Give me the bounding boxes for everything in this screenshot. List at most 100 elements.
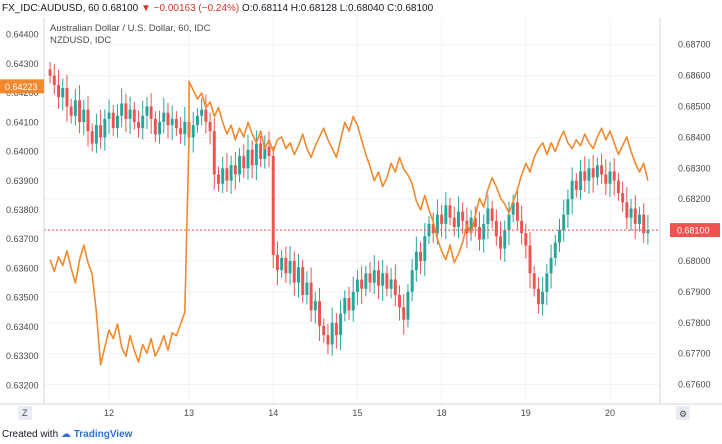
candle-body (629, 208, 633, 218)
candle-body (166, 112, 170, 126)
candle-body (208, 121, 212, 132)
candle-body (545, 273, 549, 292)
candle-body (107, 112, 111, 119)
candle-body (536, 288, 540, 305)
candle-body (204, 109, 208, 122)
left-price-axis[interactable]: 0.644000.643000.642000.641000.640000.639… (0, 18, 45, 404)
candle-body (69, 106, 73, 116)
candle-body (153, 118, 157, 135)
candle-body (111, 112, 115, 129)
right-tick-label: 0.67800 (678, 318, 711, 328)
candle-body (638, 214, 641, 224)
candle-body (191, 125, 195, 138)
candle-body (322, 325, 326, 336)
candle-body (385, 273, 389, 289)
footer: Created with ☁ TradingView (2, 428, 132, 442)
candle-body (284, 257, 288, 274)
candle-body (566, 199, 570, 215)
candle-body (461, 211, 465, 221)
candle-body (330, 322, 334, 345)
footer-prefix: Created with (2, 429, 59, 440)
candle-body (246, 149, 250, 169)
time-axis-bg (0, 404, 722, 428)
candle-body (128, 109, 132, 119)
footer-brand[interactable]: TradingView (73, 429, 133, 440)
right-price-axis[interactable]: 0.68700 0.68600 0.68500 0.68400 0.68300 0.682… (659, 18, 722, 404)
candle-body (490, 208, 494, 221)
candle-body (520, 220, 524, 234)
candle-body (608, 171, 612, 184)
ohlc-values: O:0.68114 H:0.68128 L:0.68040 C:0.68100 (242, 3, 434, 14)
plot-area[interactable] (44, 18, 660, 404)
header-text: FX_IDC:AUDUSD, 60 0.68100 ▼ −0.00163 (−0… (2, 0, 433, 18)
candle-body (103, 118, 107, 138)
candle-body (271, 155, 275, 255)
candle-body (364, 273, 368, 289)
candle-body (120, 103, 124, 116)
candle-body (174, 118, 178, 129)
overlay-line (49, 80, 649, 366)
settings-gear-glyph: ⚙ (679, 409, 687, 419)
candle-body (528, 245, 532, 274)
candle-body (343, 298, 347, 314)
legend-overlay: NZDUSD, IDC (50, 35, 111, 46)
candle-body (288, 260, 292, 274)
candle-body (499, 236, 503, 249)
candle-body (280, 257, 284, 271)
candle-body (478, 226, 481, 240)
candle-body (254, 143, 258, 166)
candle-body (86, 109, 90, 132)
candle-body (275, 254, 279, 271)
candle-body (52, 75, 56, 85)
candle-body (137, 121, 140, 129)
candle-body (115, 115, 119, 129)
candle-body (82, 109, 86, 122)
candle-body (61, 87, 65, 98)
candle-body (313, 301, 317, 311)
candle-body (368, 273, 372, 283)
time-tick-label: 18 (437, 408, 447, 418)
candle-body (549, 257, 553, 274)
candle-body (305, 282, 309, 295)
candle-body (145, 106, 149, 116)
candle-body (149, 106, 153, 119)
candle-body (158, 121, 162, 135)
candle-body (494, 220, 498, 237)
candle-body (78, 100, 82, 122)
left-tick-label: 0.63200 (6, 380, 39, 390)
candle-body (339, 313, 343, 336)
right-tick-label: 0.68600 (678, 71, 711, 81)
tradingview-icon: ☁ (60, 429, 71, 440)
right-tick-label: 0.68000 (678, 256, 711, 266)
left-tick-label: 0.64300 (6, 59, 39, 69)
candle-body (162, 112, 166, 122)
left-tick-label: 0.64000 (6, 147, 39, 157)
left-tick-label: 0.63800 (6, 205, 39, 215)
time-tick-label: 20 (605, 408, 615, 418)
candle-body (242, 155, 246, 169)
candle-body (444, 205, 448, 224)
time-axis[interactable]: Z 12 13 14 15 18 19 20 ⚙ (0, 403, 722, 428)
price-chart[interactable]: 0.644000.643000.642000.641000.640000.639… (0, 0, 722, 428)
candle-body (347, 298, 351, 311)
candle-body (360, 279, 364, 289)
candle-body (48, 69, 52, 76)
candle-body (402, 307, 406, 320)
right-tick-label: 0.68300 (678, 163, 711, 173)
candle-body (233, 165, 237, 175)
candle-body (124, 103, 128, 119)
candle-body (195, 115, 199, 126)
candle-body (292, 260, 296, 283)
candle-body (642, 214, 646, 234)
candle-body (389, 279, 393, 289)
candle-body (595, 165, 599, 178)
candle-body (456, 211, 460, 227)
right-tick-label: 0.68500 (678, 102, 711, 112)
left-tick-label: 0.63900 (6, 176, 39, 186)
candle-body (170, 118, 174, 126)
right-tick-label: 0.67600 (678, 380, 711, 390)
candle-body (414, 251, 418, 271)
candle-body (448, 205, 452, 218)
candle-body (515, 202, 519, 221)
zoom-button-label: Z (22, 408, 28, 418)
